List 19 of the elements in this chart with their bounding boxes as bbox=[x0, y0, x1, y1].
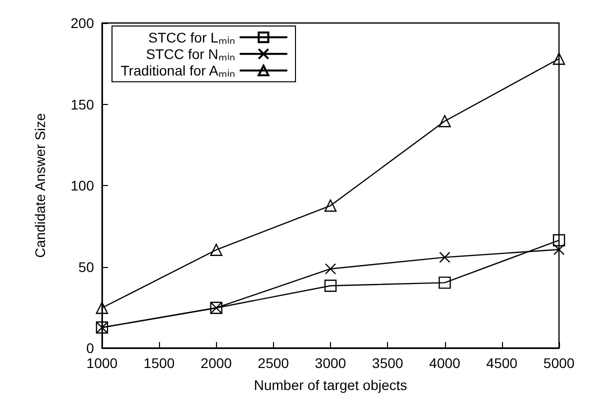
y-tick-label: 150 bbox=[70, 96, 94, 112]
x-tick-label: 1500 bbox=[144, 355, 175, 371]
x-tick-label: 4000 bbox=[429, 355, 461, 371]
y-tick-label: 100 bbox=[70, 178, 94, 194]
y-tick-label: 50 bbox=[78, 258, 94, 275]
legend-label: STCC for Lₘᵢₙ bbox=[148, 29, 236, 46]
x-tick-label: 5000 bbox=[543, 355, 575, 371]
x-tick-label: 3000 bbox=[314, 355, 346, 371]
x-tick-label: 3500 bbox=[372, 355, 404, 371]
x-tick-label: 2000 bbox=[200, 355, 232, 371]
legend-label: STCC for Nₘᵢₙ bbox=[146, 46, 236, 62]
x-tick-label: 2500 bbox=[258, 355, 290, 371]
x-tick-label: 4500 bbox=[486, 355, 518, 371]
x-axis-title: Number of target objects bbox=[254, 377, 408, 393]
x-tick-label: 1000 bbox=[86, 355, 118, 371]
y-tick-label: 0 bbox=[86, 340, 94, 356]
y-tick-label: 200 bbox=[70, 15, 94, 31]
y-axis-title: Candidate Answer Size bbox=[32, 112, 48, 258]
legend-label: Traditional for Aₘᵢₙ bbox=[120, 62, 236, 78]
